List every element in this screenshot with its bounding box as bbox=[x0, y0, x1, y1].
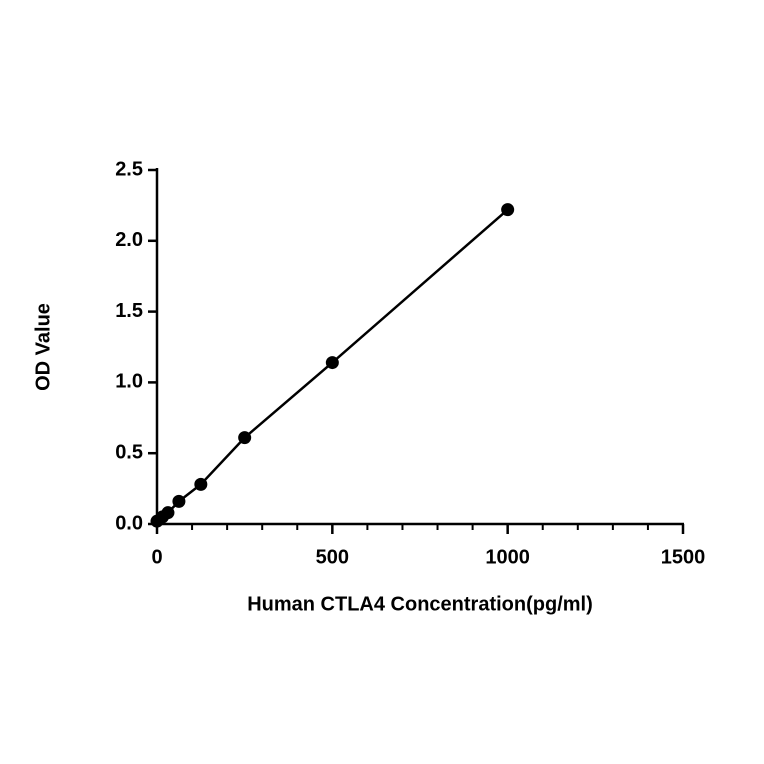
y-tick-label: 2.0 bbox=[115, 229, 143, 251]
y-tick-label: 1.0 bbox=[115, 371, 143, 393]
y-tick-label: 0.5 bbox=[115, 441, 143, 463]
y-tick-label: 1.5 bbox=[115, 300, 143, 322]
y-tick-label: 0.0 bbox=[115, 512, 143, 534]
x-tick-label: 1000 bbox=[485, 546, 530, 568]
point bbox=[172, 494, 186, 508]
point bbox=[194, 477, 208, 491]
point bbox=[325, 356, 339, 370]
x-axis-title: Human CTLA4 Concentration(pg/ml) bbox=[247, 593, 593, 615]
y-axis-title: OD Value bbox=[32, 303, 54, 391]
x-tick-label: 500 bbox=[316, 546, 349, 568]
y-tick-label: 2.5 bbox=[115, 158, 143, 180]
point bbox=[501, 203, 515, 217]
x-tick-label: 1500 bbox=[661, 546, 706, 568]
point bbox=[161, 506, 175, 520]
x-tick-label: 0 bbox=[151, 546, 162, 568]
point bbox=[238, 431, 252, 445]
